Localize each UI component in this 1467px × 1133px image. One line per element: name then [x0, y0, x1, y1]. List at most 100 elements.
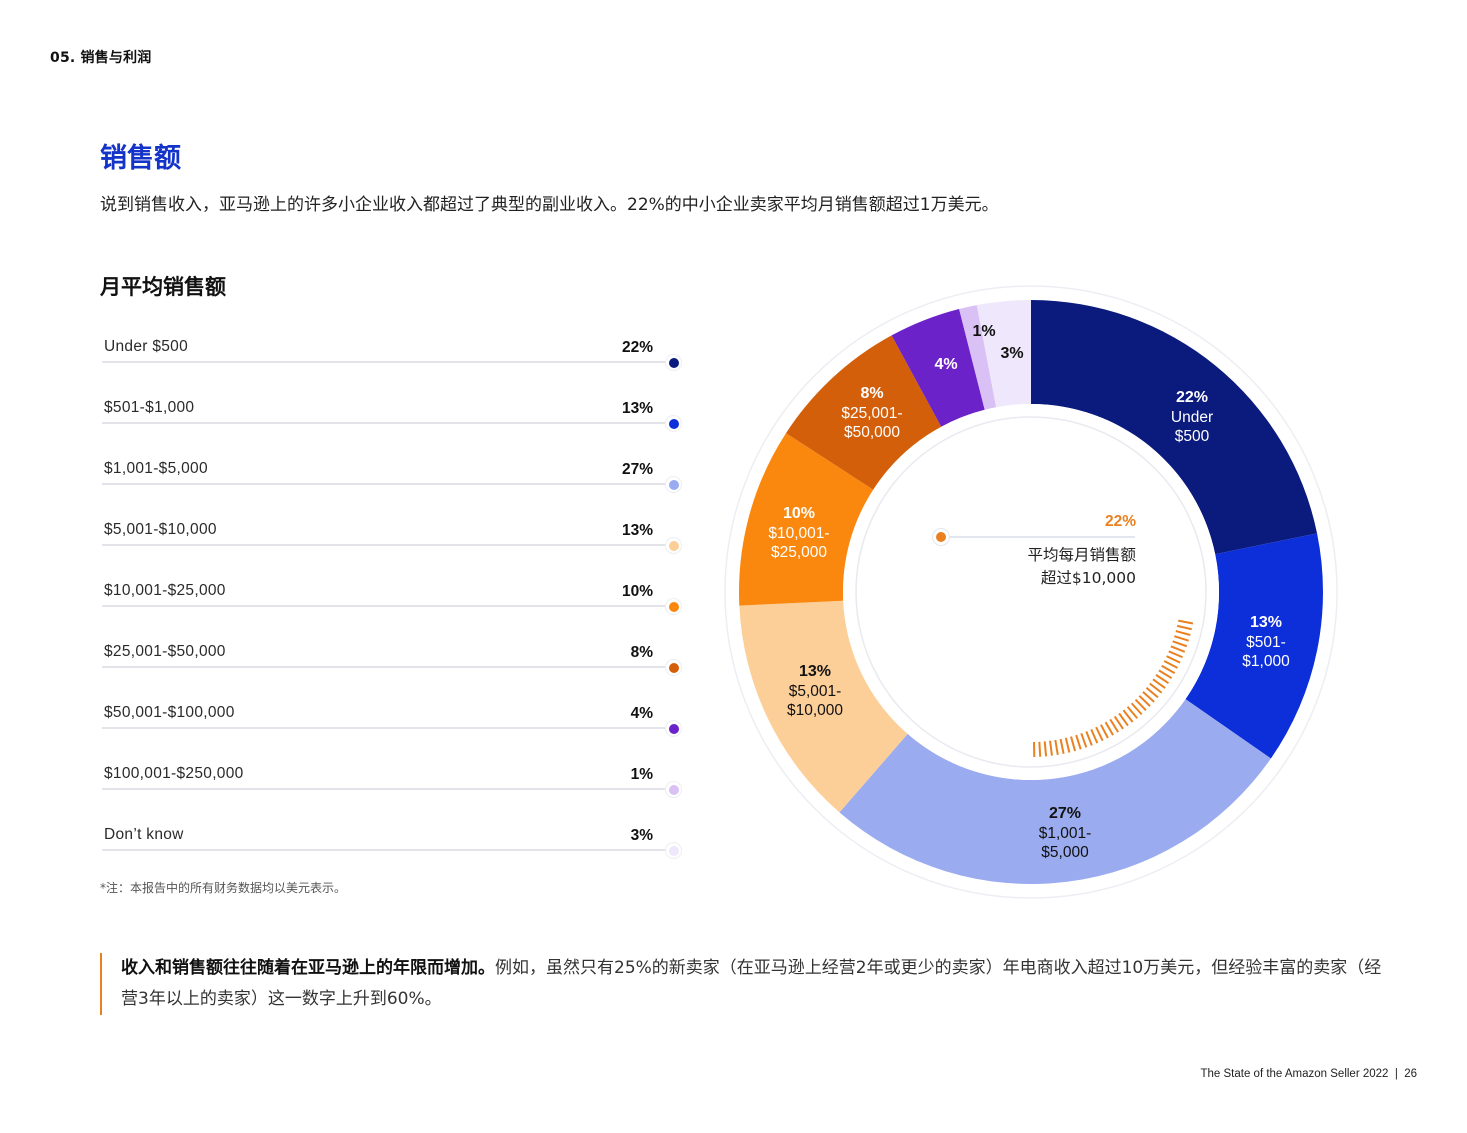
tick-mark — [1174, 635, 1189, 642]
footnote: *注：本报告中的所有财务数据均以美元表示。 — [100, 881, 347, 895]
tick-mark — [1122, 709, 1134, 723]
legend-label: Don’t know — [104, 826, 184, 843]
tick-mark — [1043, 741, 1048, 757]
segment-range-label: $1,000 — [1242, 653, 1290, 670]
tick-mark — [1161, 664, 1176, 674]
legend-value: 3% — [630, 827, 653, 844]
tick-mark — [1142, 691, 1155, 703]
tick-mark — [1070, 736, 1077, 752]
legend-row: Don’t know 3% — [102, 820, 682, 881]
tick-mark — [1113, 715, 1124, 730]
tick-mark — [1168, 650, 1183, 659]
legend-swatch-icon — [665, 842, 682, 859]
legend-label: $5,001-$10,000 — [104, 521, 217, 538]
donut-segment — [839, 699, 1271, 885]
tick-mark — [1149, 682, 1163, 694]
legend-value: 22% — [621, 339, 653, 356]
segment-percentage: 27% — [1049, 805, 1081, 822]
legend-value: 13% — [621, 400, 653, 417]
donut-segment — [976, 300, 1031, 408]
callout-quote: 收入和销售额往往随着在亚马逊上的年限而增加。例如，虽然只有25%的新卖家（在亚马… — [100, 953, 1390, 1015]
donut-hole — [843, 404, 1219, 780]
center-divider — [949, 536, 1135, 538]
tick-mark — [1064, 737, 1071, 753]
tick-mark — [1172, 640, 1188, 648]
tick-mark — [1178, 619, 1194, 625]
segment-percentage: 1% — [972, 323, 995, 340]
legend-swatch-icon — [665, 781, 682, 798]
legend-label: Under $500 — [104, 338, 189, 355]
legend-value: 13% — [621, 522, 653, 539]
tick-mark — [1158, 669, 1173, 680]
callout-bold: 收入和销售额往往随着在亚马逊上的年限而增加。 — [121, 958, 495, 978]
tick-mark — [1163, 660, 1178, 669]
legend-value: 4% — [630, 705, 653, 722]
intro-paragraph: 说到销售收入，亚马逊上的许多小企业收入都超过了典型的副业收入。22%的中小企业卖… — [100, 195, 999, 215]
segment-range-label: $5,000 — [1041, 844, 1089, 861]
segment-percentage: 22% — [1176, 389, 1208, 406]
tick-mark — [1049, 740, 1053, 756]
segment-range-label: $50,000 — [844, 424, 900, 441]
segment-range-label: $10,000 — [787, 702, 843, 719]
tick-mark — [1134, 698, 1147, 712]
legend-label: $25,001-$50,000 — [104, 643, 226, 660]
outer-ring — [724, 285, 1338, 899]
legend-swatch-icon — [665, 476, 682, 493]
tick-mark — [1118, 712, 1129, 727]
legend-swatch-icon — [665, 720, 682, 737]
legend-value: 8% — [630, 644, 653, 661]
chart-title: 月平均销售额 — [100, 275, 226, 299]
segment-range-label: $25,000 — [771, 544, 827, 561]
segment-range-label: Under — [1171, 409, 1213, 426]
donut-segment — [739, 600, 908, 813]
donut-segment — [786, 335, 942, 490]
legend-row: $5,001-$10,000 13% — [102, 515, 682, 576]
center-caption: 平均每月销售额 超过$10,000 — [1027, 544, 1136, 590]
legend-swatch-icon — [665, 537, 682, 554]
section-label: 05. 销售与利润 — [50, 50, 152, 66]
center-caption-line2: 超过$10,000 — [1040, 569, 1136, 587]
legend-divider — [102, 727, 672, 729]
tick-mark — [1109, 718, 1119, 733]
legend-row: $10,001-$25,000 10% — [102, 576, 682, 637]
page-title: 销售额 — [100, 143, 181, 174]
legend-divider — [102, 422, 672, 424]
tick-mark — [1054, 739, 1059, 755]
legend-divider — [102, 605, 672, 607]
donut-segment — [1185, 533, 1323, 759]
legend-value: 10% — [621, 583, 653, 600]
legend-divider — [102, 788, 672, 790]
legend-swatch-icon — [665, 659, 682, 676]
donut-segment — [1031, 300, 1318, 555]
tick-mark — [1166, 655, 1181, 664]
legend-divider — [102, 849, 672, 851]
tick-mark — [1175, 630, 1191, 636]
legend-divider — [102, 361, 672, 363]
legend-row: $1,001-$5,000 27% — [102, 454, 682, 515]
legend-row: $100,001-$250,000 1% — [102, 759, 682, 820]
center-caption-line1: 平均每月销售额 — [1027, 546, 1136, 564]
segment-percentage: 8% — [860, 385, 883, 402]
tick-mark — [1075, 734, 1082, 750]
center-marker-icon — [932, 528, 950, 546]
chart-legend: Under $500 22% $501-$1,000 13% $1,001-$5… — [102, 332, 682, 881]
tick-mark — [1176, 624, 1192, 631]
legend-divider — [102, 483, 672, 485]
segment-percentage: 13% — [799, 663, 831, 680]
legend-row: $50,001-$100,000 4% — [102, 698, 682, 759]
legend-divider — [102, 544, 672, 546]
legend-label: $501-$1,000 — [104, 399, 195, 416]
inner-ring — [855, 416, 1207, 768]
segment-percentage: 10% — [783, 505, 815, 522]
legend-value: 27% — [621, 461, 653, 478]
tick-mark — [1104, 721, 1114, 736]
legend-swatch-icon — [665, 598, 682, 615]
tick-mark — [1138, 695, 1151, 707]
legend-row: $501-$1,000 13% — [102, 393, 682, 454]
tick-mark — [1095, 726, 1104, 742]
callout-text: 例如，虽然只有25%的新卖家（在亚马逊上经营2年或更少的卖家）年电商收入超过10… — [121, 958, 1382, 1009]
tick-mark — [1145, 687, 1159, 699]
legend-swatch-icon — [665, 415, 682, 432]
legend-row: Under $500 22% — [102, 332, 682, 393]
